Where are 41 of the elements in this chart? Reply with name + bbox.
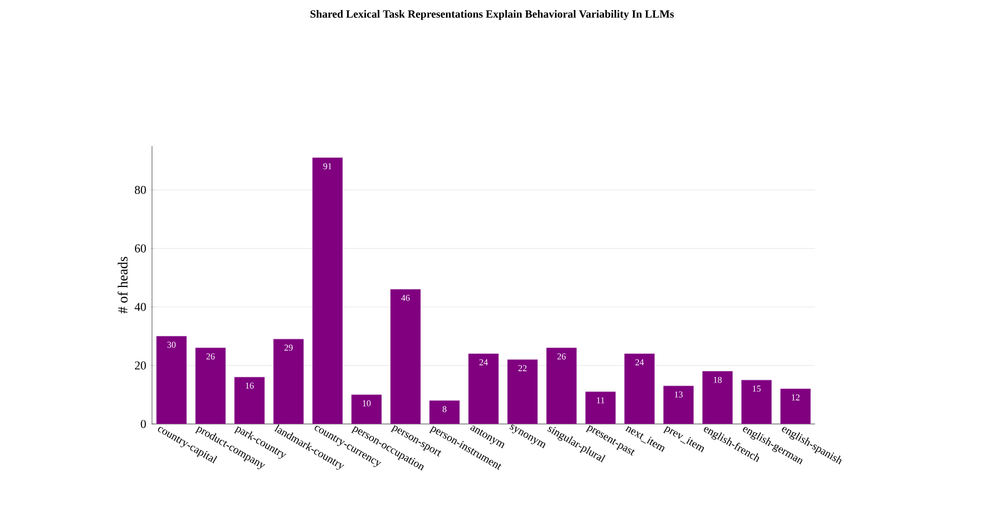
data-label: 22 [518,365,526,372]
data-label: 26 [206,353,215,360]
bar [312,158,343,424]
data-label: 10 [362,400,371,406]
bar [624,354,655,424]
bar [273,338,304,424]
bar [156,336,187,424]
bar [585,392,616,424]
y-tick-label: 80 [134,186,146,194]
bar [546,348,577,424]
data-label: 24 [479,359,488,366]
bar [780,388,811,424]
y-tick-label: 0 [140,420,146,428]
y-tick-label: 40 [134,302,146,311]
data-label: 13 [674,391,683,398]
bar [390,289,421,424]
data-label: 18 [714,376,722,383]
data-label: 12 [792,394,800,400]
bar [507,359,538,424]
bar [351,394,382,424]
data-label: 24 [635,359,644,366]
data-label: 11 [596,397,604,404]
data-label: 15 [752,386,761,392]
chart-title: Shared Lexical Task Representations Explain Behavioral Variability In LLMs [310,10,674,20]
y-axis-title: # of heads [118,256,128,314]
y-tick-label: 20 [134,361,146,370]
data-label: 46 [401,294,410,301]
bar [468,354,499,424]
data-label: 91 [323,163,332,170]
data-label: 26 [557,353,566,360]
bar [234,376,265,424]
y-tick-label: 60 [134,244,146,252]
data-label: 16 [246,382,254,389]
data-label: 8 [442,406,446,412]
bar [429,400,460,424]
bar [741,380,772,424]
bar [702,371,733,424]
bar [663,386,694,424]
data-label: 29 [284,344,293,351]
data-label: 30 [167,342,176,348]
bar [195,348,226,424]
